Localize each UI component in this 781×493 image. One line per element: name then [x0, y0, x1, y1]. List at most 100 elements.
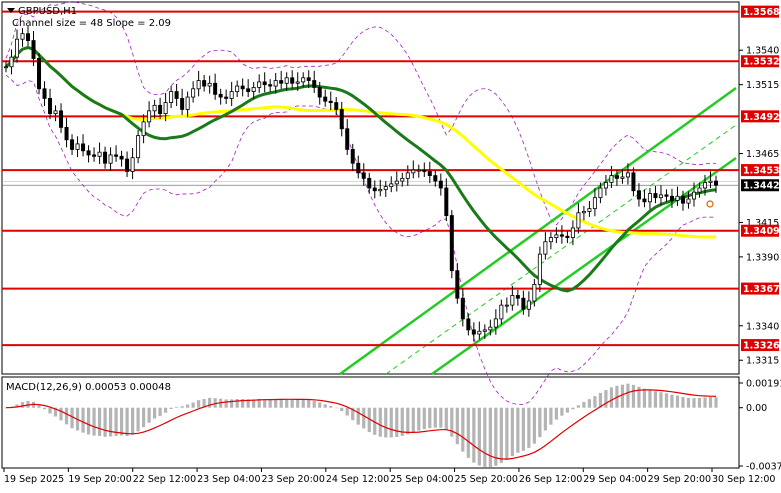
macd-histogram-bar	[637, 386, 641, 408]
candle-body	[70, 139, 75, 150]
macd-histogram-bar	[642, 388, 647, 408]
macd-histogram-bar	[15, 404, 19, 408]
candle-body	[224, 96, 229, 99]
candle-body	[510, 295, 515, 306]
candle-body	[81, 143, 86, 152]
macd-histogram-bar	[202, 398, 206, 408]
candle-body	[598, 187, 603, 199]
macd-histogram-bar	[208, 397, 212, 408]
candle-body	[356, 162, 361, 174]
macd-histogram-bar	[246, 399, 250, 408]
candle-body	[257, 81, 262, 88]
macd-y-tick-label: 0.00191	[746, 379, 781, 390]
macd-histogram-bar	[554, 407, 558, 420]
candle-body	[488, 326, 493, 331]
candle-body	[97, 151, 102, 157]
candle-body	[603, 182, 608, 189]
candle-body	[405, 172, 410, 179]
macd-histogram-bar	[323, 404, 327, 408]
candle-body	[185, 96, 190, 110]
level-price-tag-label: 1.3453	[743, 166, 780, 177]
candle-body	[130, 157, 135, 172]
candle-body	[20, 33, 25, 40]
candle-body	[152, 104, 157, 112]
candle-body	[323, 96, 328, 102]
x-tick-label: 25 Sep 20:00	[455, 474, 518, 485]
macd-histogram-bar	[268, 399, 272, 408]
macd-histogram-bar	[477, 407, 481, 466]
level-price-tag-label: 1.3568	[743, 7, 780, 18]
x-tick-label: 26 Sep 12:00	[519, 474, 582, 485]
y-tick-label: 1.3390	[746, 252, 779, 263]
candle-body	[301, 77, 306, 83]
candle-body	[268, 84, 273, 87]
candle-body	[235, 85, 240, 92]
candle-body	[169, 91, 174, 103]
macd-histogram-bar	[598, 392, 603, 408]
candle-body	[581, 211, 586, 214]
candle-body	[37, 58, 42, 90]
candle-body	[312, 80, 317, 88]
macd-histogram-bar	[125, 407, 129, 436]
level-price-tag	[741, 224, 779, 237]
candle-body	[141, 121, 146, 137]
symbol-title: GBPUSD,H1	[18, 6, 77, 17]
macd-histogram-bar	[686, 397, 691, 408]
macd-histogram-bar	[26, 401, 30, 408]
candle-body	[202, 80, 207, 87]
level-price-tag-label: 1.3492	[743, 112, 780, 123]
candle-body	[466, 318, 471, 331]
macd-histogram-bar	[153, 407, 157, 419]
level-price-tag	[741, 282, 779, 295]
macd-histogram-bar	[708, 397, 713, 408]
candle-body	[295, 81, 300, 84]
macd-histogram-bar	[42, 407, 47, 410]
candle-body	[620, 176, 625, 179]
macd-histogram-bar	[158, 407, 162, 416]
candle-body	[394, 180, 399, 185]
candle-body	[702, 182, 707, 189]
macd-histogram-bar	[290, 399, 294, 408]
macd-histogram-bar	[312, 400, 316, 408]
candle-body	[306, 77, 311, 81]
candle-body	[504, 304, 509, 307]
macd-histogram-bar	[334, 407, 338, 409]
current-price-tag-label: 1.3442	[743, 181, 780, 192]
candle-body	[361, 172, 366, 179]
macd-histogram-bar	[136, 407, 140, 432]
macd-histogram-bar	[274, 399, 278, 408]
macd-histogram-bar	[510, 407, 514, 457]
dropdown-triangle-icon[interactable]	[7, 8, 15, 13]
candle-body	[493, 318, 498, 328]
x-tick-label: 19 Sep 2025	[4, 474, 64, 485]
y-tick-label: 1.3315	[746, 356, 779, 367]
x-tick-label: 24 Sep 12:00	[326, 474, 389, 485]
signal-marker-icon	[706, 200, 714, 208]
candle-body	[262, 81, 267, 86]
x-tick-label: 22 Sep 12:00	[133, 474, 196, 485]
macd-histogram-bar	[351, 407, 355, 421]
macd-histogram-bar	[373, 407, 377, 435]
macd-histogram-bar	[455, 407, 459, 445]
candle-body	[378, 188, 383, 192]
macd-histogram-bar	[697, 397, 702, 408]
bollinger-upper-band	[5, 1, 717, 226]
macd-histogram-bar	[97, 407, 102, 436]
macd-histogram-bar	[378, 407, 382, 437]
candle-body	[279, 80, 284, 84]
candle-body	[251, 87, 256, 92]
macd-histogram-bar	[37, 405, 41, 408]
macd-histogram-bar	[521, 407, 525, 451]
macd-histogram-bar	[257, 398, 261, 408]
macd-histogram-bar	[560, 407, 564, 416]
candle-body	[229, 91, 234, 99]
candle-body	[290, 77, 295, 84]
macd-histogram-bar	[499, 407, 503, 463]
macd-histogram-bar	[64, 407, 69, 425]
macd-y-tick-label: 0.00	[746, 403, 767, 414]
candle-body	[444, 187, 449, 216]
macd-histogram-bar	[659, 392, 663, 408]
macd-histogram-bar	[494, 407, 498, 466]
